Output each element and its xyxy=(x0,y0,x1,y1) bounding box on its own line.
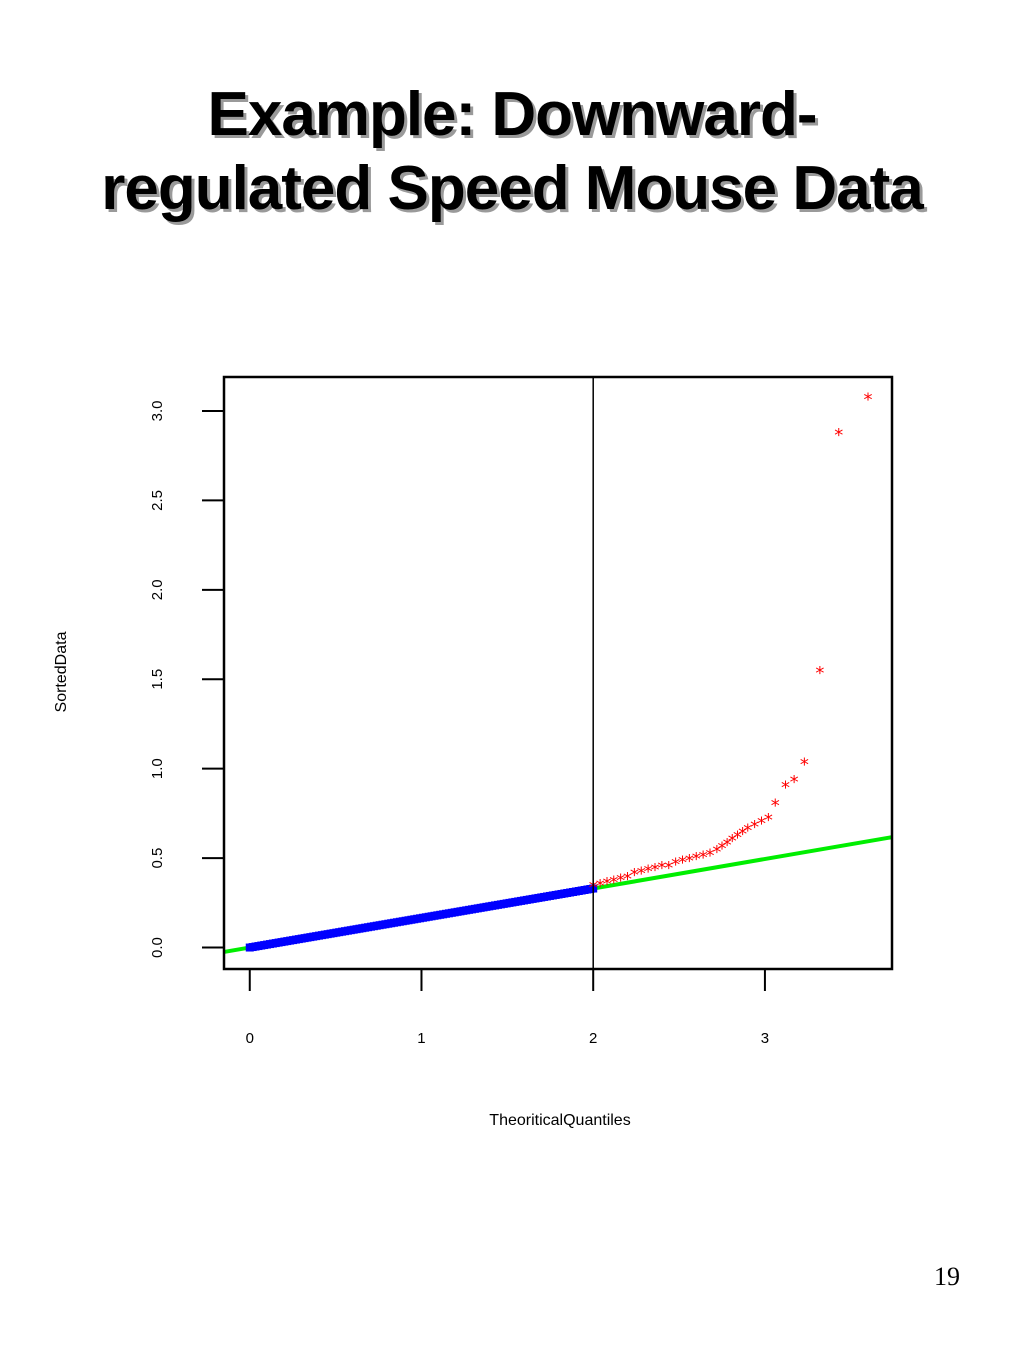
data-point-upper: * xyxy=(723,835,732,856)
slide-title-line-2: regulated Speed Mouse Data xyxy=(101,154,924,223)
data-point-upper: * xyxy=(699,847,708,868)
x-tick-label: 1 xyxy=(417,1030,425,1047)
data-point-upper: * xyxy=(771,795,780,816)
data-point-upper: * xyxy=(664,858,673,879)
data-point-upper: * xyxy=(609,872,618,893)
page-number: 19 xyxy=(934,1262,960,1291)
data-point-upper: * xyxy=(692,849,701,870)
data-point-upper: * xyxy=(644,862,653,883)
data-point-upper: * xyxy=(800,754,809,775)
y-tick-label: 0.5 xyxy=(149,848,166,869)
data-point-upper: * xyxy=(728,831,737,852)
data-point-upper: * xyxy=(630,865,639,886)
data-point-upper: * xyxy=(750,817,759,838)
x-tick-label: 2 xyxy=(589,1030,597,1047)
x-tick-label: 3 xyxy=(761,1030,769,1047)
data-point-upper: * xyxy=(616,871,625,892)
data-point-upper: * xyxy=(790,772,799,793)
data-point-upper: * xyxy=(596,876,605,897)
slide-title-line-1: Example: Downward- xyxy=(207,80,818,149)
data-point-upper: * xyxy=(678,853,687,874)
data-point-upper: * xyxy=(657,858,666,879)
y-tick-label: 2.0 xyxy=(149,579,166,600)
data-point-upper: * xyxy=(781,778,790,799)
x-tick-label: 0 xyxy=(246,1030,254,1047)
data-point-upper: * xyxy=(685,851,694,872)
data-point-upper: * xyxy=(637,863,646,884)
data-point-upper: * xyxy=(815,663,824,684)
data-point-upper: * xyxy=(651,860,660,881)
data-point-upper: * xyxy=(738,824,747,845)
y-tick-label: 1.0 xyxy=(149,758,166,779)
data-point-upper: * xyxy=(834,425,843,446)
data-point-upper: * xyxy=(705,846,714,867)
x-axis-label: TheoriticalQuantiles xyxy=(489,1112,630,1129)
data-point-upper: * xyxy=(671,854,680,875)
data-point-upper: * xyxy=(764,810,773,831)
data-point-upper: * xyxy=(733,828,742,849)
data-point-upper: * xyxy=(863,389,872,410)
y-tick-label: 3.0 xyxy=(149,401,166,422)
data-point-upper: * xyxy=(757,813,766,834)
slide-title: Example: Downward- regulated Speed Mouse… xyxy=(0,78,1024,226)
y-tick-label: 0.0 xyxy=(149,937,166,958)
y-tick-label: 2.5 xyxy=(149,490,166,511)
data-point-upper: * xyxy=(602,874,611,895)
data-point-upper: * xyxy=(743,820,752,841)
y-axis-label: SortedData xyxy=(53,631,70,712)
plot-frame xyxy=(222,375,894,971)
data-point-upper: * xyxy=(623,869,632,890)
data-point-upper: * xyxy=(717,838,726,859)
y-tick-label: 1.5 xyxy=(149,669,166,690)
data-point-upper: * xyxy=(712,842,721,863)
